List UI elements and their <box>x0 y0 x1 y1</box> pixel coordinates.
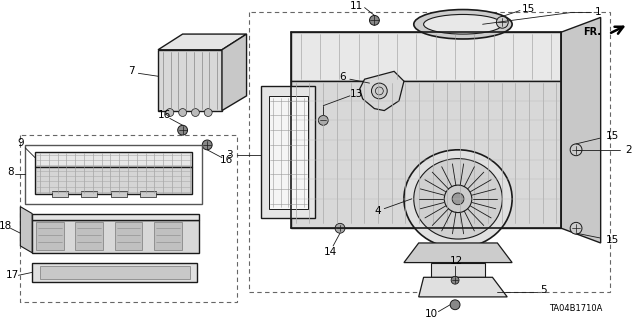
Polygon shape <box>32 263 197 282</box>
Text: FR.: FR. <box>582 27 601 37</box>
Circle shape <box>451 276 459 284</box>
Polygon shape <box>40 265 189 279</box>
Text: 15: 15 <box>606 235 619 245</box>
Ellipse shape <box>414 159 502 239</box>
Polygon shape <box>154 222 182 250</box>
Text: 3: 3 <box>227 150 233 160</box>
Circle shape <box>369 15 380 25</box>
Circle shape <box>570 144 582 156</box>
Text: 8: 8 <box>7 167 14 177</box>
Polygon shape <box>158 34 246 50</box>
Circle shape <box>202 140 212 150</box>
Polygon shape <box>404 243 512 263</box>
Text: 16: 16 <box>158 110 172 121</box>
Text: 15: 15 <box>606 131 619 141</box>
Text: 14: 14 <box>324 247 337 257</box>
Polygon shape <box>20 207 32 253</box>
FancyBboxPatch shape <box>111 191 127 197</box>
Polygon shape <box>291 32 561 81</box>
Polygon shape <box>35 167 193 194</box>
Ellipse shape <box>424 14 502 34</box>
Polygon shape <box>360 71 404 111</box>
Text: 12: 12 <box>449 256 463 266</box>
Text: 1: 1 <box>595 8 601 18</box>
Text: TA04B1710A: TA04B1710A <box>549 304 603 313</box>
FancyBboxPatch shape <box>140 191 156 197</box>
Polygon shape <box>561 18 601 243</box>
Text: 11: 11 <box>350 1 364 11</box>
Circle shape <box>335 223 345 233</box>
Text: 17: 17 <box>6 270 19 280</box>
Text: 7: 7 <box>128 66 135 76</box>
Circle shape <box>497 16 508 28</box>
Text: 15: 15 <box>522 4 536 14</box>
Ellipse shape <box>404 150 512 248</box>
Polygon shape <box>76 222 103 250</box>
Text: 18: 18 <box>0 221 12 231</box>
Polygon shape <box>32 220 199 253</box>
Text: 6: 6 <box>340 72 346 82</box>
Text: 5: 5 <box>540 285 547 295</box>
FancyBboxPatch shape <box>52 191 68 197</box>
Circle shape <box>452 193 464 205</box>
Polygon shape <box>291 81 561 228</box>
Circle shape <box>371 83 387 99</box>
Text: 16: 16 <box>220 155 234 165</box>
Circle shape <box>178 125 188 135</box>
Circle shape <box>444 185 472 212</box>
Text: 4: 4 <box>374 206 381 216</box>
Polygon shape <box>269 96 308 209</box>
Circle shape <box>166 108 174 116</box>
Polygon shape <box>419 277 508 297</box>
Circle shape <box>318 115 328 125</box>
Polygon shape <box>32 213 199 220</box>
Circle shape <box>450 300 460 310</box>
Polygon shape <box>158 50 222 111</box>
Circle shape <box>179 108 187 116</box>
Circle shape <box>570 222 582 234</box>
Text: 9: 9 <box>17 138 24 148</box>
Circle shape <box>204 108 212 116</box>
Text: 13: 13 <box>350 89 364 99</box>
Circle shape <box>191 108 199 116</box>
Ellipse shape <box>414 10 512 39</box>
Polygon shape <box>261 86 316 219</box>
Polygon shape <box>431 263 484 277</box>
Polygon shape <box>222 34 246 111</box>
Polygon shape <box>36 222 63 250</box>
Polygon shape <box>115 222 142 250</box>
Text: 10: 10 <box>425 308 438 319</box>
Text: 2: 2 <box>625 145 632 155</box>
FancyBboxPatch shape <box>81 191 97 197</box>
Polygon shape <box>35 152 193 167</box>
